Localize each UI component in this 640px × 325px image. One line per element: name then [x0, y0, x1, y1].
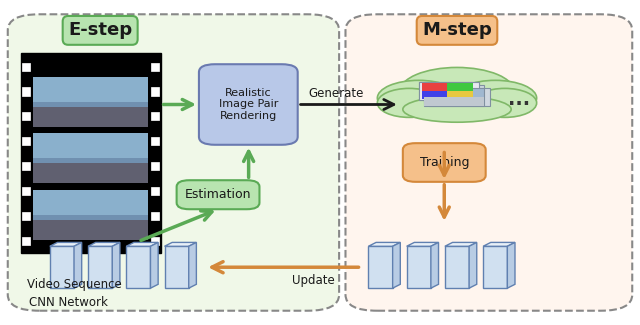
Text: Generate: Generate	[308, 87, 364, 100]
Bar	[33, 220, 148, 240]
Polygon shape	[369, 242, 400, 246]
Polygon shape	[150, 242, 158, 288]
Bar	[22, 187, 30, 195]
Polygon shape	[469, 242, 477, 288]
Polygon shape	[189, 242, 196, 288]
Bar	[369, 246, 393, 288]
FancyBboxPatch shape	[346, 14, 632, 311]
Polygon shape	[74, 242, 82, 288]
Text: Estimation: Estimation	[185, 188, 252, 201]
Ellipse shape	[473, 88, 537, 117]
Bar	[151, 137, 159, 145]
Bar	[447, 91, 473, 99]
Ellipse shape	[378, 88, 441, 117]
Text: Realistic
Image Pair
Rendering: Realistic Image Pair Rendering	[219, 88, 278, 121]
Bar	[33, 77, 148, 127]
Text: Update: Update	[292, 274, 335, 287]
Bar	[419, 82, 479, 100]
Polygon shape	[88, 242, 120, 246]
FancyBboxPatch shape	[8, 14, 339, 311]
Ellipse shape	[378, 80, 460, 116]
Bar	[88, 246, 112, 288]
Bar	[22, 112, 30, 120]
Bar	[151, 187, 159, 195]
Text: ...: ...	[508, 90, 530, 109]
Bar	[151, 237, 159, 245]
Bar	[151, 162, 159, 170]
Bar	[164, 246, 189, 288]
Polygon shape	[406, 242, 438, 246]
Bar	[126, 246, 150, 288]
Bar	[151, 87, 159, 96]
Bar	[33, 134, 148, 159]
Polygon shape	[126, 242, 158, 246]
Ellipse shape	[403, 97, 511, 122]
FancyBboxPatch shape	[199, 64, 298, 145]
Polygon shape	[445, 242, 477, 246]
Polygon shape	[508, 242, 515, 288]
Bar	[33, 190, 148, 215]
Polygon shape	[164, 242, 196, 246]
Bar	[20, 53, 161, 253]
Text: Video Sequence: Video Sequence	[28, 279, 122, 292]
Bar	[406, 246, 431, 288]
Bar	[483, 246, 508, 288]
Bar	[151, 212, 159, 220]
FancyBboxPatch shape	[177, 180, 259, 209]
Polygon shape	[483, 242, 515, 246]
Bar	[22, 212, 30, 220]
Text: CNN Network: CNN Network	[29, 296, 108, 309]
Bar	[33, 134, 148, 183]
Polygon shape	[112, 242, 120, 288]
Bar	[22, 87, 30, 96]
Bar	[22, 162, 30, 170]
Bar	[424, 88, 484, 106]
Bar	[22, 237, 30, 245]
Bar	[151, 63, 159, 71]
Bar	[50, 246, 74, 288]
Polygon shape	[431, 242, 438, 288]
Bar	[422, 91, 447, 99]
Bar	[151, 112, 159, 120]
Bar	[419, 82, 479, 100]
Bar	[22, 63, 30, 71]
Text: E-step: E-step	[68, 21, 132, 39]
Ellipse shape	[399, 68, 515, 116]
Bar	[22, 137, 30, 145]
Bar	[424, 97, 484, 106]
Bar	[424, 85, 484, 103]
Polygon shape	[50, 242, 82, 246]
Ellipse shape	[454, 80, 537, 116]
Bar	[447, 83, 473, 99]
Bar	[445, 246, 469, 288]
Bar	[33, 107, 148, 127]
Text: Training: Training	[419, 156, 469, 169]
Bar	[429, 88, 490, 106]
Bar	[422, 83, 447, 99]
Bar	[33, 163, 148, 183]
Bar	[33, 190, 148, 240]
Text: M-step: M-step	[422, 21, 492, 39]
FancyBboxPatch shape	[403, 143, 486, 182]
Polygon shape	[393, 242, 400, 288]
Bar	[33, 77, 148, 102]
